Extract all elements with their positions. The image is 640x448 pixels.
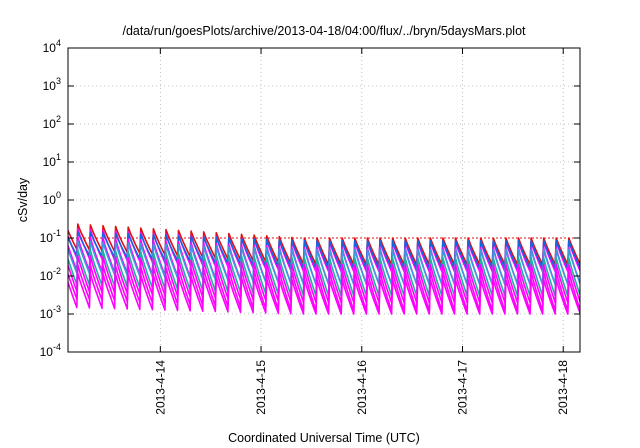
y-tick-label-base: 10 xyxy=(40,231,54,245)
y-tick-label-base: 10 xyxy=(43,79,57,93)
y-tick-label-exponent: 1 xyxy=(56,152,61,162)
plot-area xyxy=(68,223,580,315)
series-line-3 xyxy=(68,230,580,269)
y-tick-label: 10-3 xyxy=(40,304,61,321)
x-tick-label: 2013-4-15 xyxy=(254,360,268,415)
y-tick-label: 100 xyxy=(43,190,61,207)
y-tick-label: 104 xyxy=(43,38,61,55)
series-line-8 xyxy=(68,264,580,312)
y-tick-label: 102 xyxy=(43,114,61,131)
y-tick-label-exponent: -4 xyxy=(53,342,61,352)
y-tick-label-base: 10 xyxy=(43,117,57,131)
x-tick-labels: 2013-4-14 2013-4-15 2013-4-16 2013-4-17 2013… xyxy=(153,360,570,415)
y-tick-label-exponent: -3 xyxy=(53,304,61,314)
x-tick-label: 2013-4-18 xyxy=(556,360,570,415)
y-tick-label-base: 10 xyxy=(43,193,57,207)
y-tick-label-base: 10 xyxy=(40,345,54,359)
y-tick-label-base: 10 xyxy=(43,41,57,55)
x-axis-label: Coordinated Universal Time (UTC) xyxy=(228,431,420,445)
chart-title: /data/run/goesPlots/archive/2013-04-18/0… xyxy=(122,24,526,38)
y-tick-label-base: 10 xyxy=(40,269,54,283)
y-axis-label: cSv/day xyxy=(16,177,30,222)
y-tick-label-exponent: 0 xyxy=(56,190,61,200)
y-tick-label-exponent: 4 xyxy=(56,38,61,48)
y-tick-label-exponent: 3 xyxy=(56,76,61,86)
series-line-5 xyxy=(68,240,580,286)
x-tick-label: 2013-4-16 xyxy=(355,360,369,415)
axis-ticks xyxy=(68,47,580,353)
y-tick-label-exponent: -1 xyxy=(53,228,61,238)
series-line-9 xyxy=(68,272,580,315)
y-tick-label-base: 10 xyxy=(40,307,54,321)
series-group xyxy=(68,223,580,315)
x-tick-label: 2013-4-17 xyxy=(455,360,469,415)
series-line-1 xyxy=(68,223,580,266)
y-tick-label: 103 xyxy=(43,76,61,93)
y-tick-label-exponent: 2 xyxy=(56,114,61,124)
x-tick-label: 2013-4-14 xyxy=(153,360,167,415)
y-tick-label: 10-4 xyxy=(40,342,61,359)
y-tick-label: 101 xyxy=(43,152,61,169)
y-tick-label-base: 10 xyxy=(43,155,57,169)
y-tick-label: 10-1 xyxy=(40,228,61,245)
series-line-7 xyxy=(68,254,580,304)
series-line-6 xyxy=(68,249,580,297)
y-tick-label: 10-2 xyxy=(40,266,61,283)
y-tick-label-exponent: -2 xyxy=(53,266,61,276)
